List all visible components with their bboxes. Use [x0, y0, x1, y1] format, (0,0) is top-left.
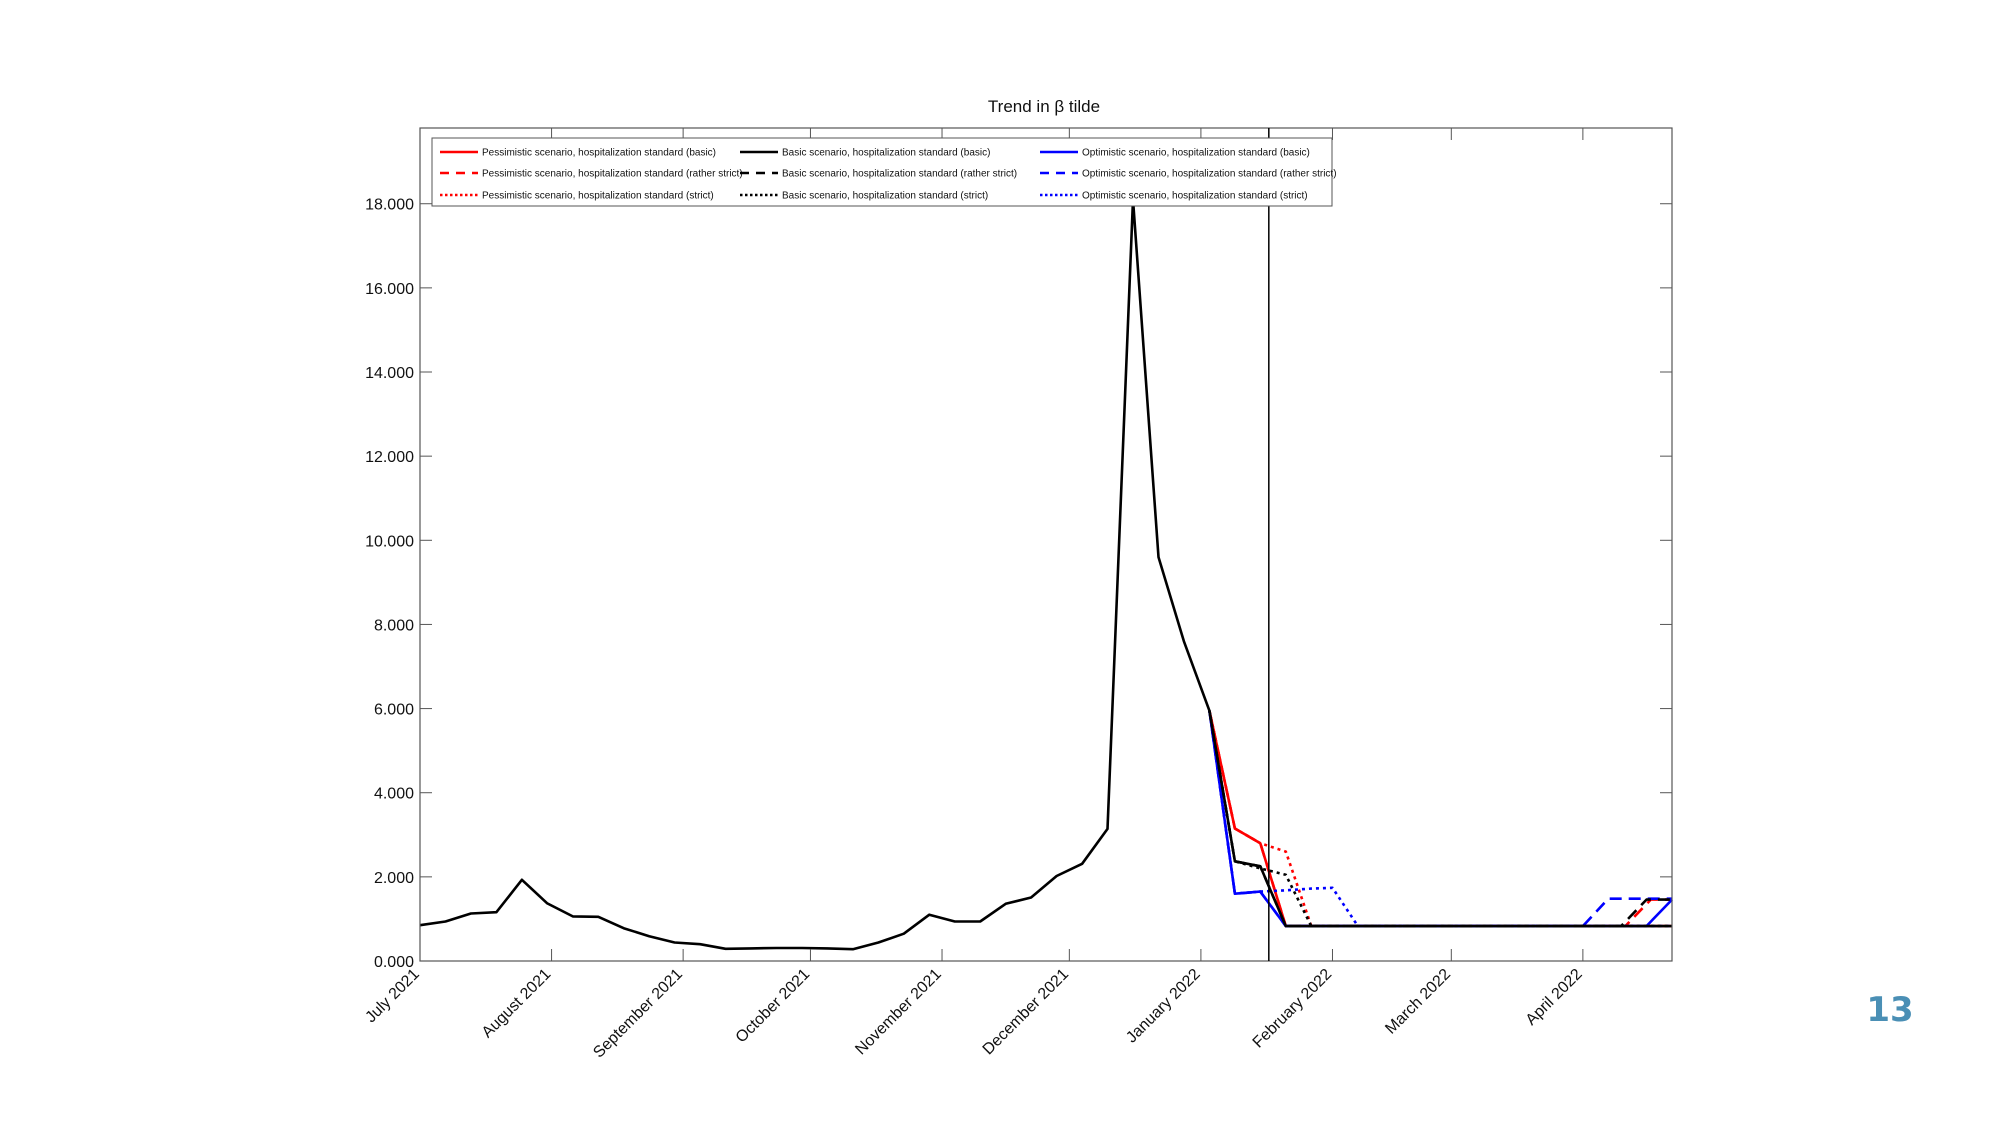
- legend-label: Basic scenario, hospitalization standard…: [782, 148, 990, 159]
- x-tick-label: December 2021: [980, 966, 1073, 1059]
- series-line-2: [1208, 710, 1672, 928]
- series-line-8: [1208, 710, 1672, 928]
- plot-frame: [419, 127, 1673, 962]
- y-tick-label: 14.000: [365, 365, 414, 382]
- series-line-7: [1208, 710, 1672, 928]
- y-tick-label: 18.000: [365, 197, 414, 214]
- series-line-6: [1208, 710, 1673, 928]
- x-tick-label: March 2022: [1382, 966, 1454, 1038]
- legend-label: Pessimistic scenario, hospitalization st…: [482, 148, 716, 159]
- series-line-3: [1208, 710, 1672, 928]
- legend-label: Optimistic scenario, hospitalization sta…: [1082, 191, 1308, 202]
- legend-label: Optimistic scenario, hospitalization sta…: [1082, 169, 1337, 180]
- legend-label: Basic scenario, hospitalization standard…: [782, 191, 988, 202]
- legend-label: Basic scenario, hospitalization standard…: [782, 169, 1017, 180]
- page-number: 13: [1866, 990, 1914, 1030]
- x-tick-label: November 2021: [852, 966, 945, 1059]
- legend-label: Optimistic scenario, hospitalization sta…: [1082, 148, 1310, 159]
- legend-box: [431, 137, 1333, 207]
- x-tick-label: January 2022: [1123, 966, 1204, 1047]
- series-line-5: [1208, 710, 1672, 928]
- y-tick-label: 4.000: [374, 786, 414, 803]
- chart-title: Trend in β tilde: [988, 97, 1100, 116]
- series-line-1: [1208, 710, 1672, 928]
- x-tick-label: April 2022: [1523, 966, 1586, 1029]
- x-tick-label: October 2021: [733, 966, 814, 1047]
- x-tick-label: February 2022: [1250, 966, 1336, 1052]
- series-line-0: [419, 198, 1672, 951]
- y-tick-label: 10.000: [365, 533, 414, 550]
- x-tick-label: July 2021: [362, 966, 423, 1027]
- y-tick-label: 0.000: [374, 954, 414, 971]
- y-tick-label: 6.000: [374, 702, 414, 719]
- x-tick-label: September 2021: [590, 966, 686, 1062]
- legend-label: Pessimistic scenario, hospitalization st…: [482, 191, 714, 202]
- y-tick-label: 2.000: [374, 870, 414, 887]
- y-tick-label: 8.000: [374, 617, 414, 634]
- series-line-4: [1208, 710, 1672, 928]
- x-tick-label: August 2021: [479, 966, 555, 1042]
- y-tick-label: 16.000: [365, 281, 414, 298]
- legend-label: Pessimistic scenario, hospitalization st…: [482, 169, 743, 180]
- y-tick-label: 12.000: [365, 449, 414, 466]
